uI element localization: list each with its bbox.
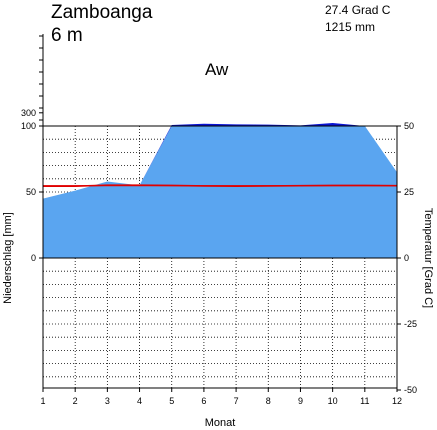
plot-frame: [42, 34, 398, 389]
climate-class: Aw: [205, 60, 229, 79]
station-name: Zamboanga: [51, 2, 153, 23]
x-tick-label-2: 2: [73, 396, 78, 406]
x-tick-label-7: 7: [234, 396, 239, 406]
left-tick-label-50: 50: [26, 187, 36, 197]
x-axis-label: Monat: [205, 417, 236, 429]
temperature-area: [43, 184, 398, 187]
station-elevation: 6 m: [51, 25, 83, 46]
x-tick-label-12: 12: [392, 396, 402, 406]
x-tick-label-6: 6: [201, 396, 206, 406]
x-tick-label-5: 5: [169, 396, 174, 406]
annual-precipitation: 1215 mm: [325, 20, 375, 34]
right-tick-label--25: -25: [404, 319, 417, 329]
x-tick-label-10: 10: [328, 396, 338, 406]
x-tick-label-8: 8: [266, 396, 271, 406]
precipitation-area-fill: [43, 126, 397, 258]
right-axis-label: Temperatur [Grad C]: [422, 208, 434, 308]
x-tick-label-4: 4: [137, 396, 142, 406]
x-tick-label-1: 1: [40, 396, 45, 406]
precipitation-area: [43, 123, 397, 258]
x-tick-label-3: 3: [105, 396, 110, 406]
annual-mean-temperature: 27.4 Grad C: [325, 3, 391, 17]
right-tick-label--50: -50: [404, 385, 417, 395]
left-axis-label: Niederschlag [mm]: [2, 212, 14, 304]
x-tick-label-11: 11: [360, 396, 369, 406]
x-tick-label-9: 9: [298, 396, 303, 406]
right-tick-label-25: 25: [404, 187, 414, 197]
left-tick-label-100: 100: [21, 121, 36, 131]
right-tick-label-0: 0: [404, 253, 409, 263]
left-tick-label-0: 0: [31, 253, 36, 263]
left-tick-label-300: 300: [21, 108, 36, 118]
right-tick-label-50: 50: [404, 121, 414, 131]
